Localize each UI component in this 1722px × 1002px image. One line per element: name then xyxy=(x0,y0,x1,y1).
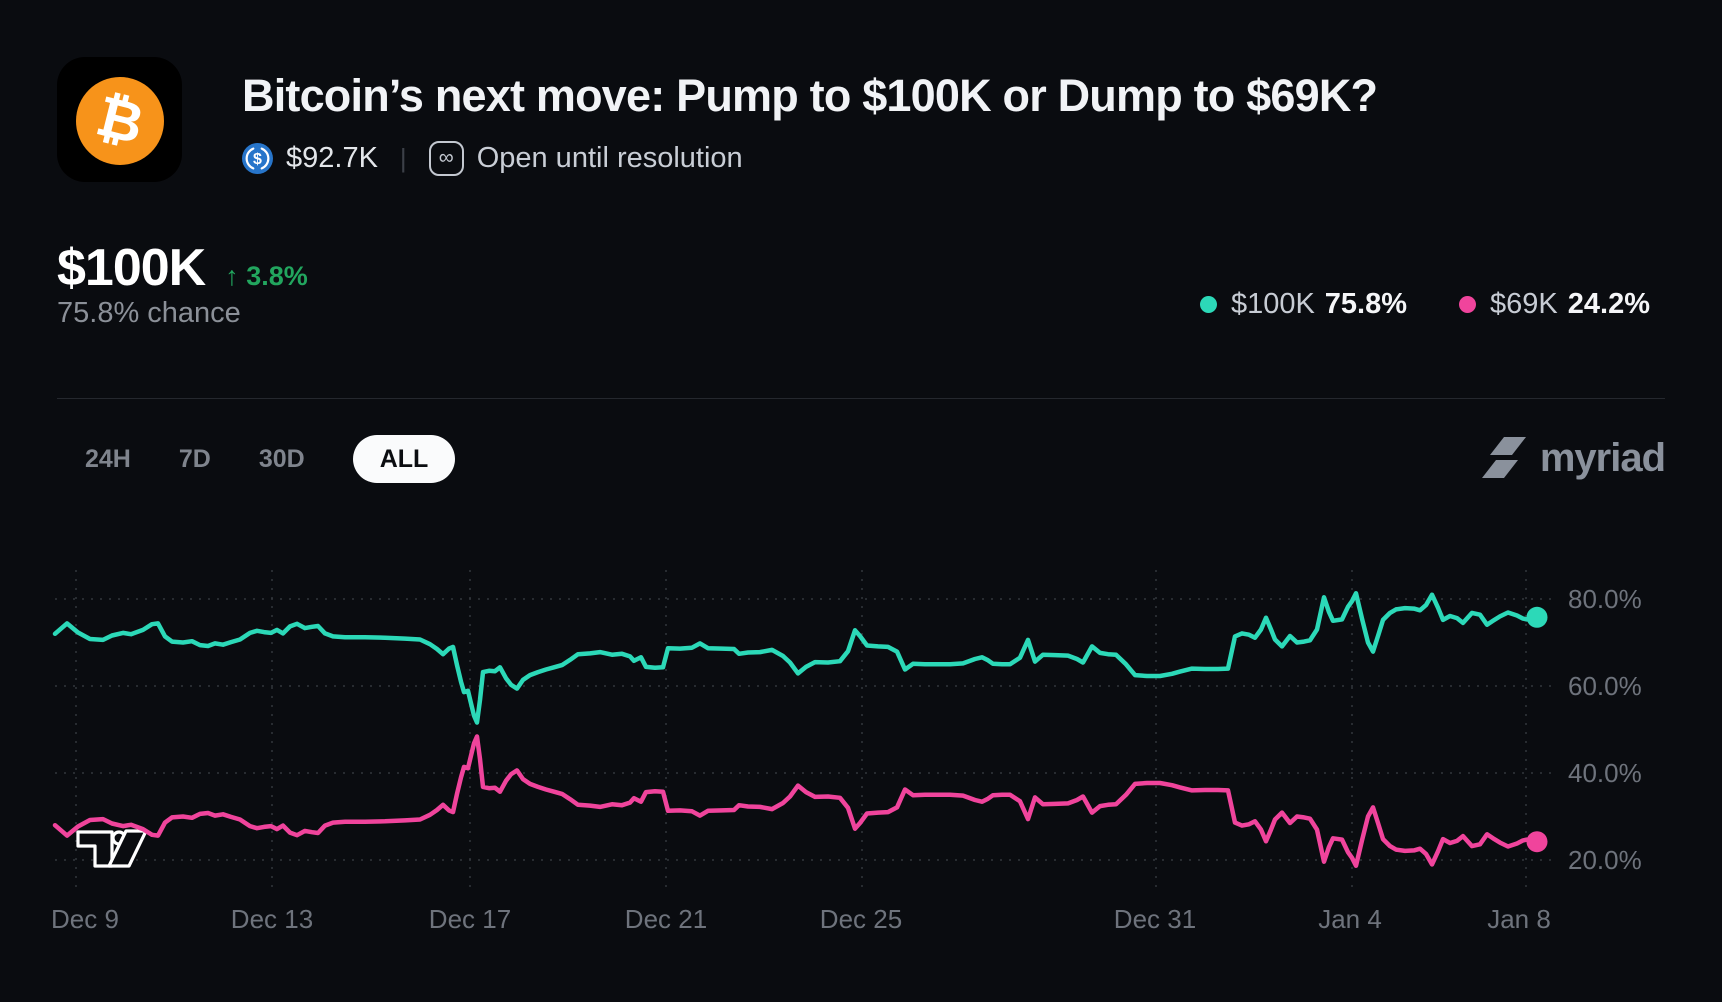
x-axis-label: Dec 9 xyxy=(51,904,119,934)
page-title: Bitcoin’s next move: Pump to $100K or Du… xyxy=(242,70,1378,121)
probability-chart[interactable]: 80.0% 60.0% 40.0% 20.0% Dec 9 Dec 13 Dec 17 Dec… xyxy=(0,500,1722,960)
bitcoin-symbol: ₿ xyxy=(90,83,151,158)
legend-dot-pink xyxy=(1459,296,1477,313)
meta-separator: | xyxy=(399,142,407,173)
market-image: ₿ xyxy=(57,57,182,182)
range-button-30d[interactable]: 30D xyxy=(258,444,305,473)
y-axis-label: 40.0% xyxy=(1568,758,1642,788)
x-axis-label: Dec 31 xyxy=(1114,904,1196,934)
range-button-7d[interactable]: 7D xyxy=(178,444,211,473)
market-status: Open until resolution xyxy=(476,141,743,174)
x-axis-label: Jan 8 xyxy=(1487,904,1551,934)
legend-item-100k[interactable]: $100K 75.8% xyxy=(1199,288,1408,321)
up-arrow-icon: ↑ xyxy=(225,261,239,291)
x-axis-label: Dec 21 xyxy=(625,904,707,934)
bitcoin-icon: ₿ xyxy=(76,77,164,165)
time-range-controls: 24H 7D 30D ALL xyxy=(85,435,456,483)
y-axis-label: 60.0% xyxy=(1568,671,1642,701)
open-resolution-icon: ∞ xyxy=(428,140,464,176)
y-axis-label: 80.0% xyxy=(1568,584,1642,614)
change-value: 3.8% xyxy=(246,261,308,291)
myriad-wordmark: myriad xyxy=(1539,435,1666,480)
legend-value: 75.8% xyxy=(1324,288,1408,320)
legend-label: $69K xyxy=(1490,288,1558,320)
y-axis-label: 20.0% xyxy=(1568,845,1642,875)
legend-value: 24.2% xyxy=(1567,288,1650,320)
tradingview-logo-icon[interactable] xyxy=(76,829,148,868)
chart-legend: $100K 75.8% $69K 24.2% xyxy=(1199,288,1650,321)
outcome-name: $100K xyxy=(57,239,206,297)
section-divider xyxy=(57,398,1665,399)
series-end-dot xyxy=(1526,831,1548,853)
outcome-summary: $100K ↑ 3.8% xyxy=(57,238,308,298)
series-end-dot xyxy=(1526,606,1548,628)
series-line-100k xyxy=(52,591,1540,725)
x-axis-label: Dec 13 xyxy=(231,904,313,934)
x-axis-label: Dec 25 xyxy=(820,904,902,934)
outcome-change: ↑ 3.8% xyxy=(225,261,308,292)
myriad-logo: myriad xyxy=(1481,433,1666,483)
market-meta: $ $92.7K | ∞ Open until resolution xyxy=(242,140,743,176)
outcome-chance: 75.8% chance xyxy=(57,297,241,329)
range-button-all[interactable]: ALL xyxy=(352,435,456,483)
infinity-glyph: ∞ xyxy=(438,145,454,169)
volume-value: $92.7K xyxy=(286,141,378,174)
legend-item-69k[interactable]: $69K 24.2% xyxy=(1459,288,1650,321)
legend-label: $100K xyxy=(1230,288,1315,320)
usdc-icon: $ xyxy=(242,142,273,174)
x-axis-label: Dec 17 xyxy=(429,904,511,934)
range-button-24h[interactable]: 24H xyxy=(85,444,131,473)
x-axis-label: Jan 4 xyxy=(1318,904,1382,934)
svg-text:$: $ xyxy=(253,151,262,168)
series-line-69k xyxy=(52,734,1540,868)
myriad-bolt-icon xyxy=(1481,437,1526,478)
legend-dot-teal xyxy=(1199,296,1217,313)
